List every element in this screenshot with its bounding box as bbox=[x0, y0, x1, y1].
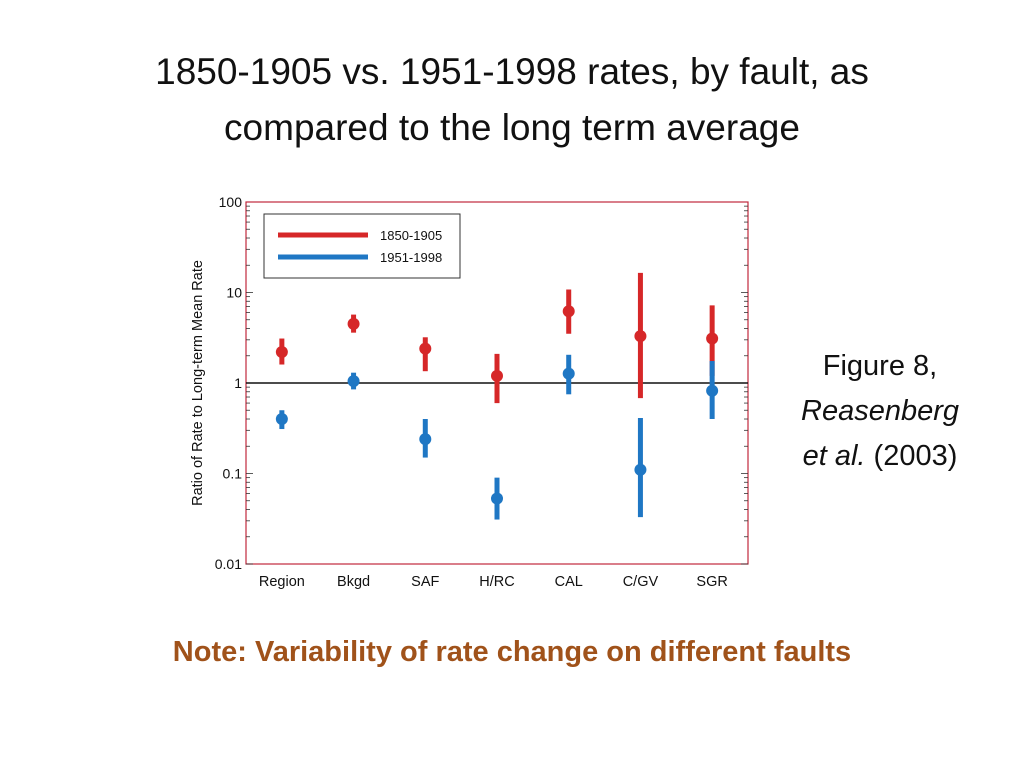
legend-label: 1850-1905 bbox=[380, 228, 442, 243]
x-tick-label: CAL bbox=[555, 574, 583, 590]
slide-title: 1850-1905 vs. 1951-1998 rates, by fault,… bbox=[0, 44, 1024, 156]
legend-box bbox=[263, 213, 461, 279]
legend-label: 1951-1998 bbox=[380, 250, 442, 265]
y-tick-label: 1 bbox=[234, 375, 242, 391]
data-point bbox=[275, 346, 288, 359]
x-tick-label: C/GV bbox=[623, 574, 659, 590]
note-text: Note: Variability of rate change on diff… bbox=[172, 636, 852, 668]
x-tick-label: SGR bbox=[696, 574, 727, 590]
data-point bbox=[491, 369, 503, 382]
y-tick-label: 0.1 bbox=[223, 466, 243, 482]
data-point bbox=[347, 317, 360, 330]
data-point bbox=[706, 332, 719, 345]
caption-year: (2003) bbox=[873, 440, 958, 472]
data-point bbox=[562, 367, 575, 380]
data-point bbox=[347, 375, 360, 388]
y-tick-label: 100 bbox=[219, 194, 243, 210]
legend: 1850-1905 1951-1998 bbox=[263, 213, 461, 279]
data-point bbox=[491, 492, 503, 505]
x-tick-label: H/RC bbox=[479, 574, 514, 590]
caption-et-al: et al. bbox=[802, 440, 866, 472]
data-point bbox=[706, 384, 719, 397]
x-tick-label: Region bbox=[259, 574, 305, 590]
data-point bbox=[419, 433, 432, 446]
x-tick-label: SAF bbox=[411, 574, 439, 590]
slide-title-line-2: compared to the long term average bbox=[224, 107, 800, 148]
slide-title-line-1: 1850-1905 vs. 1951-1998 rates, by fault,… bbox=[155, 51, 869, 92]
caption-author: Reasenberg bbox=[801, 395, 959, 427]
figure-caption: Figure 8, Reasenberg et al. (2003) bbox=[772, 344, 988, 479]
data-point bbox=[419, 342, 432, 355]
x-tick-label: Bkgd bbox=[337, 574, 370, 590]
data-point bbox=[562, 305, 575, 318]
data-point bbox=[634, 330, 647, 343]
caption-figure-label: Figure 8, bbox=[822, 350, 938, 382]
rate-ratio-chart: 100 10 1 0.1 0.01 Ratio of Rate to Long-term … bbox=[190, 194, 749, 590]
y-axis-label: Ratio of Rate to Long-term Mean Rate bbox=[190, 260, 206, 506]
data-point bbox=[275, 413, 288, 426]
data-point bbox=[634, 463, 647, 476]
y-tick-label: 0.01 bbox=[215, 556, 242, 572]
y-tick-label: 10 bbox=[226, 285, 242, 301]
